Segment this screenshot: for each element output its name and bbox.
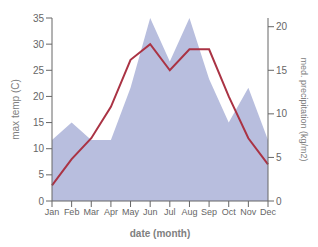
svg-text:15: 15 (33, 117, 45, 128)
svg-text:max temp (C): max temp (C) (10, 79, 21, 140)
svg-text:Mar: Mar (84, 207, 100, 217)
svg-text:Apr: Apr (104, 207, 118, 217)
svg-text:Jun: Jun (143, 207, 158, 217)
svg-text:10: 10 (33, 143, 45, 154)
svg-text:date (month): date (month) (130, 228, 191, 239)
svg-text:Jul: Jul (164, 207, 176, 217)
svg-text:35: 35 (33, 13, 45, 24)
svg-text:Sep: Sep (201, 207, 217, 217)
svg-text:Nov: Nov (240, 207, 257, 217)
svg-text:med. precipitation (kg/m2): med. precipitation (kg/m2) (299, 57, 309, 161)
svg-text:20: 20 (33, 91, 45, 102)
svg-text:5: 5 (276, 152, 282, 163)
svg-text:Aug: Aug (181, 207, 197, 217)
svg-text:May: May (122, 207, 140, 217)
svg-text:15: 15 (276, 65, 288, 76)
svg-text:Dec: Dec (260, 207, 277, 217)
svg-text:30: 30 (33, 39, 45, 50)
svg-text:0: 0 (38, 196, 44, 207)
svg-text:Feb: Feb (64, 207, 80, 217)
svg-text:5: 5 (38, 169, 44, 180)
svg-text:25: 25 (33, 65, 45, 76)
svg-text:Oct: Oct (222, 207, 237, 217)
svg-text:Jan: Jan (45, 207, 60, 217)
svg-text:20: 20 (276, 21, 288, 32)
svg-text:0: 0 (276, 196, 282, 207)
svg-text:10: 10 (276, 108, 288, 119)
